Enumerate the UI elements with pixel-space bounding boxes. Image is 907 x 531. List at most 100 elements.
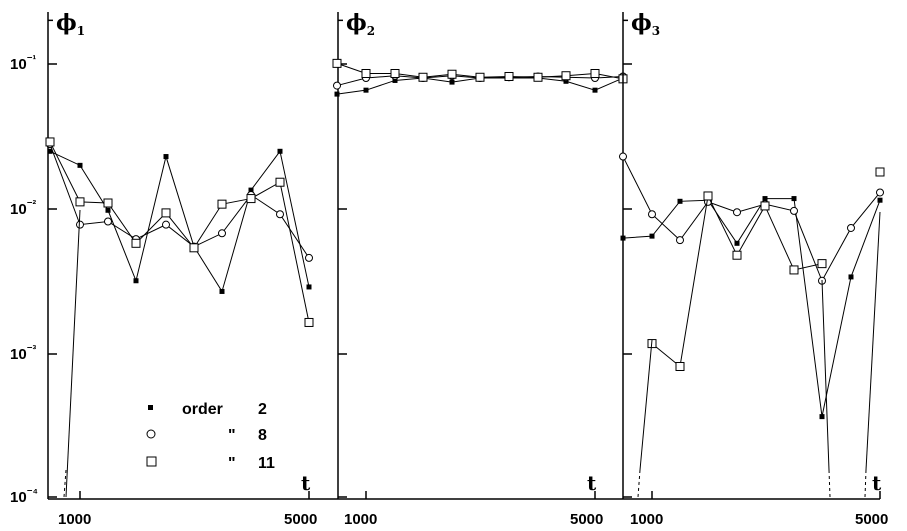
x-axis-label: t: [301, 471, 311, 495]
x-tick-label: 1000: [58, 511, 91, 528]
data-point: [105, 207, 111, 213]
data-point: [332, 58, 342, 68]
drop-line: [65, 209, 81, 498]
data-point: [418, 72, 428, 82]
data-point: [648, 210, 656, 219]
data-point: [392, 77, 398, 83]
data-point: [333, 81, 341, 90]
x-tick-label: 1000: [344, 511, 377, 528]
data-point: [790, 206, 798, 215]
data-point: [876, 188, 884, 197]
legend-marker: [146, 456, 157, 467]
drop-line: [865, 211, 881, 471]
data-point: [162, 220, 170, 229]
data-point: [248, 187, 254, 193]
data-point: [161, 208, 171, 218]
data-point: [561, 71, 571, 81]
y-tick-label: 10⁻²: [10, 199, 36, 218]
x-axis-label: t: [587, 471, 597, 495]
legend-value: 11: [258, 455, 275, 472]
data-point: [734, 240, 740, 246]
series-line: [49, 150, 310, 293]
data-point: [104, 217, 112, 226]
legend: order 2 " 8 " 11: [146, 401, 275, 472]
data-point: [217, 199, 227, 209]
data-point: [304, 317, 314, 327]
data-point: [275, 177, 285, 187]
y-tick-label: 10⁻¹: [10, 54, 36, 73]
x-axis-label: t: [872, 471, 882, 495]
legend-value: 2: [258, 401, 267, 418]
data-point: [733, 208, 741, 217]
legend-label: order: [182, 401, 223, 418]
data-point: [848, 274, 854, 280]
data-point: [103, 198, 113, 208]
data-point: [563, 78, 569, 84]
data-point: [762, 196, 768, 202]
legend-label: ": [228, 455, 236, 472]
data-point: [447, 69, 457, 79]
drop-line-dashed: [828, 469, 831, 498]
legend-value: 8: [258, 427, 267, 444]
series-line: [49, 143, 310, 259]
panel-phi1: 10⁻¹ 10⁻² 10⁻³ 10⁻⁴ 1000 5000 ϕ1 t order 2 " 8 " 11: [10, 10, 338, 528]
data-point: [305, 253, 313, 262]
data-point: [791, 196, 797, 202]
data-point: [45, 137, 55, 147]
panel-title: ϕ3: [631, 10, 660, 38]
drop-line-dashed: [637, 469, 641, 498]
data-point: [133, 278, 139, 284]
series-line: [622, 198, 881, 417]
data-point: [246, 194, 256, 204]
x-tick-label: 5000: [570, 511, 603, 528]
data-point: [449, 79, 455, 85]
data-point: [276, 210, 284, 219]
data-point: [677, 198, 683, 204]
data-point: [875, 167, 885, 177]
drop-line-dashed: [864, 469, 867, 498]
panel-phi3: 1000 5000 ϕ3 t: [619, 10, 888, 528]
series-line: [622, 156, 881, 282]
data-point: [760, 201, 770, 211]
data-point: [847, 223, 855, 232]
data-point: [676, 236, 684, 245]
data-point: [877, 197, 883, 203]
data-point: [47, 148, 53, 154]
drop-line: [821, 279, 830, 471]
legend-marker: [146, 429, 156, 439]
data-point: [131, 238, 141, 248]
legend-label: ": [228, 427, 236, 444]
legend-marker: [148, 405, 153, 410]
data-point: [817, 259, 827, 269]
data-point: [334, 91, 340, 97]
drop-line: [639, 339, 653, 471]
y-tick-label: 10⁻³: [10, 344, 36, 363]
panel-title: ϕ2: [346, 10, 375, 38]
series-order-2: [47, 148, 312, 294]
panel-title: ϕ1: [56, 10, 85, 38]
data-point: [675, 361, 685, 371]
data-point: [76, 220, 84, 229]
panel-phi2: 1000 5000 ϕ2 t: [332, 10, 628, 528]
data-point: [592, 87, 598, 93]
data-point: [620, 235, 626, 241]
data-point: [475, 72, 485, 82]
drop-line-dashed: [63, 469, 67, 498]
data-point: [163, 154, 169, 160]
series-line: [49, 141, 310, 323]
series-order-8: [619, 152, 884, 285]
data-point: [504, 71, 514, 81]
data-point: [75, 197, 85, 207]
data-point: [819, 414, 825, 420]
data-point: [533, 72, 543, 82]
data-point: [390, 68, 400, 78]
series-order-11: [45, 137, 314, 327]
data-point: [219, 288, 225, 294]
x-tick-label: 5000: [855, 511, 888, 528]
y-tick-label: 10⁻⁴: [10, 487, 38, 506]
data-point: [590, 68, 600, 78]
data-point: [619, 152, 627, 161]
data-point: [277, 148, 283, 154]
data-point: [732, 250, 742, 260]
